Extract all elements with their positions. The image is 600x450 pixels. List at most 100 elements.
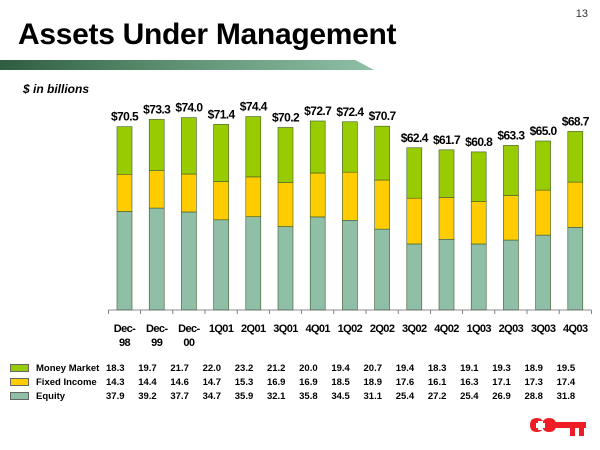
page-title: Assets Under Management: [18, 18, 397, 51]
x-tick-label: 2Q03: [499, 323, 524, 335]
legend-swatch: [10, 377, 29, 386]
bar-segment-fixed-income: [309, 172, 326, 218]
bar-segment-money-market: [535, 140, 551, 191]
table-cell: 32.1: [266, 390, 286, 402]
table-cell: 18.9: [363, 376, 383, 388]
x-tick-label: 1Q02: [338, 323, 363, 335]
table-row: Equity 37.9 39.2 37.7 34.7 35.9 32.1 35.8 34.5 31…: [10, 389, 589, 403]
x-tick-label: 4Q01: [305, 323, 330, 335]
legend-swatch: [10, 391, 29, 400]
total-label: $74.4: [240, 100, 268, 114]
table-cell: 17.4: [556, 376, 576, 388]
total-label: $62.4: [401, 131, 429, 145]
table-cell: 26.9: [492, 390, 511, 402]
legend-label: Money Market: [36, 362, 100, 374]
table-cell: 31.8: [556, 390, 576, 402]
total-label: $63.3: [497, 128, 525, 142]
bar-segment-money-market: [116, 126, 133, 175]
x-tick-label: 1Q03: [466, 323, 491, 335]
bar-segment-money-market: [181, 117, 197, 175]
table-cell: 28.8: [524, 390, 543, 402]
table-cell: 34.5: [331, 390, 350, 402]
table-cell: 35.9: [234, 390, 254, 402]
table-cell: 17.1: [492, 376, 511, 388]
bar-segment-fixed-income: [245, 176, 262, 217]
table-cell: 19.4: [331, 362, 350, 374]
table-cell: 37.7: [170, 390, 189, 402]
x-tick-labels: Dec- 98 Dec- 99 Dec- 00 1Q01 2Q01 3Q01 4Q01 1Q02 2Q…: [114, 323, 589, 349]
bar-segment-equity: [470, 243, 487, 311]
total-label: $71.4: [208, 107, 236, 121]
table-cell: 27.2: [427, 390, 447, 402]
total-label: $65.0: [530, 124, 558, 138]
legend-label: Fixed Income: [36, 376, 97, 388]
bar-segment-fixed-income: [277, 182, 294, 227]
table-cell: 19.3: [492, 362, 511, 374]
bar-segment-money-market: [342, 121, 358, 173]
table-cell: 34.7: [202, 390, 222, 402]
bar-segment-money-market: [277, 127, 294, 183]
bar-segment-money-market: [245, 116, 262, 178]
table-cell: 20.0: [299, 362, 318, 374]
table-cell: 18.5: [331, 376, 350, 388]
x-tick-label: 1Q01: [209, 323, 234, 335]
bar-segment-money-market: [567, 131, 584, 183]
chart-subtitle: $ in billions: [23, 82, 90, 96]
total-label: $74.0: [175, 101, 203, 115]
bar-segment-money-market: [503, 145, 519, 196]
bar-segment-equity: [503, 239, 519, 311]
table-cell: 25.4: [460, 390, 479, 402]
table-cell: 19.1: [460, 362, 479, 374]
data-table: Money Market 18.3 19.7 21.7 22.0 23.2 21.2 20.0…: [10, 361, 589, 403]
bar-segment-fixed-income: [406, 197, 423, 245]
total-label: $72.7: [304, 104, 332, 118]
x-tick-label: 00: [183, 337, 195, 349]
table-cell: 23.2: [234, 362, 254, 374]
total-label: $73.3: [143, 102, 171, 116]
x-tick-label: 3Q01: [273, 323, 298, 335]
bar-segment-fixed-income: [116, 173, 133, 212]
x-tick-label: 2Q01: [241, 323, 266, 335]
bar-segment-equity: [245, 216, 262, 311]
table-cell: 22.0: [202, 362, 222, 374]
bar-segment-fixed-income: [181, 173, 197, 213]
table-cell: 19.5: [556, 362, 576, 374]
bar-segment-equity: [567, 227, 584, 311]
bar-segment-equity: [181, 211, 197, 311]
table-cell: 17.3: [524, 376, 543, 388]
table-cell: 16.3: [460, 376, 479, 388]
bar-segment-fixed-income: [148, 170, 165, 209]
table-cell: 14.6: [170, 376, 189, 388]
bars-group: [116, 116, 584, 311]
x-axis: [108, 309, 592, 314]
title-underline-band: [0, 60, 374, 70]
table-cell: 16.9: [299, 376, 318, 388]
total-label: $70.5: [111, 110, 139, 124]
table-cell: 39.2: [138, 390, 157, 402]
table-row: Fixed Income 14.3 14.4 14.6 14.7 15.3 16.9 16.9…: [10, 375, 589, 389]
table-cell: 18.3: [106, 362, 125, 374]
table-cell: 19.7: [138, 362, 157, 374]
bar-segment-equity: [213, 219, 229, 311]
legend-entry: Money Market: [10, 361, 106, 375]
table-cell: 19.4: [395, 362, 415, 374]
bar-segment-fixed-income: [438, 197, 455, 240]
table-cell: 15.3: [234, 376, 254, 388]
table-cell: 21.2: [266, 362, 286, 374]
x-tick-label: 99: [151, 337, 163, 349]
bar-segment-equity: [438, 238, 455, 311]
page-number: 13: [575, 8, 588, 20]
bar-segment-fixed-income: [470, 201, 487, 245]
bar-segment-fixed-income: [213, 181, 229, 221]
legend-entry: Equity: [10, 389, 106, 403]
total-labels: $70.5 $73.3 $74.0 $71.4 $74.4 $70.2 $72.7 $72.4…: [111, 100, 590, 149]
bar-segment-fixed-income: [503, 195, 519, 241]
stacked-bar-chart: $70.5 $73.3 $74.0 $71.4 $74.4 $70.2 $72.7 $72.4…: [108, 100, 592, 349]
bar-segment-money-market: [213, 124, 229, 182]
table-cell: 25.4: [395, 390, 415, 402]
table-cell: 31.1: [363, 390, 383, 402]
bar-segment-money-market: [406, 147, 423, 199]
total-label: $68.7: [562, 114, 590, 128]
total-label: $70.7: [369, 109, 397, 123]
legend-swatch: [10, 363, 29, 372]
